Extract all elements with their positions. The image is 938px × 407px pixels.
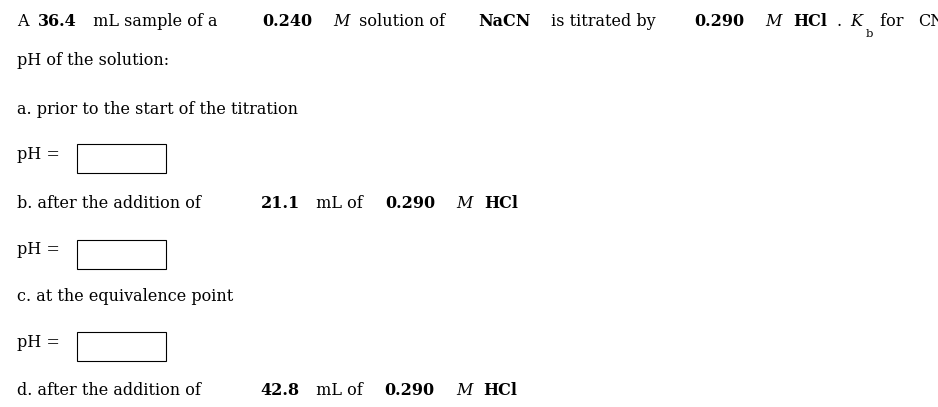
Text: HCl: HCl bbox=[484, 195, 518, 212]
Text: M: M bbox=[456, 382, 473, 399]
Text: A: A bbox=[17, 13, 34, 31]
Text: 0.290: 0.290 bbox=[385, 382, 434, 399]
Text: c. at the equivalence point: c. at the equivalence point bbox=[17, 288, 234, 305]
FancyBboxPatch shape bbox=[77, 332, 166, 361]
Text: 0.290: 0.290 bbox=[694, 13, 744, 31]
Text: mL of: mL of bbox=[311, 382, 368, 399]
Text: a. prior to the start of the titration: a. prior to the start of the titration bbox=[17, 101, 298, 118]
Text: K: K bbox=[850, 13, 862, 31]
Text: is titrated by: is titrated by bbox=[546, 13, 661, 31]
Text: solution of: solution of bbox=[355, 13, 450, 31]
Text: mL of: mL of bbox=[311, 195, 369, 212]
Text: b. after the addition of: b. after the addition of bbox=[17, 195, 205, 212]
Text: HCl: HCl bbox=[484, 382, 518, 399]
Text: 0.240: 0.240 bbox=[262, 13, 312, 31]
Text: M: M bbox=[765, 13, 781, 31]
Text: NaCN: NaCN bbox=[478, 13, 531, 31]
Text: pH =: pH = bbox=[17, 241, 60, 258]
Text: mL sample of a: mL sample of a bbox=[88, 13, 223, 31]
Text: pH =: pH = bbox=[17, 334, 60, 351]
Text: 0.290: 0.290 bbox=[385, 195, 435, 212]
Text: HCl: HCl bbox=[794, 13, 827, 31]
Text: b: b bbox=[866, 28, 873, 39]
FancyBboxPatch shape bbox=[77, 240, 166, 269]
Text: 21.1: 21.1 bbox=[261, 195, 300, 212]
Text: pH of the solution:: pH of the solution: bbox=[17, 52, 169, 69]
Text: .: . bbox=[837, 13, 847, 31]
Text: CN: CN bbox=[918, 13, 938, 31]
Text: for: for bbox=[875, 13, 909, 31]
Text: pH =: pH = bbox=[17, 146, 60, 163]
Text: M: M bbox=[456, 195, 473, 212]
Text: M: M bbox=[333, 13, 350, 31]
FancyBboxPatch shape bbox=[77, 144, 166, 173]
Text: 42.8: 42.8 bbox=[261, 382, 300, 399]
Text: d. after the addition of: d. after the addition of bbox=[17, 382, 205, 399]
Text: 36.4: 36.4 bbox=[38, 13, 77, 31]
